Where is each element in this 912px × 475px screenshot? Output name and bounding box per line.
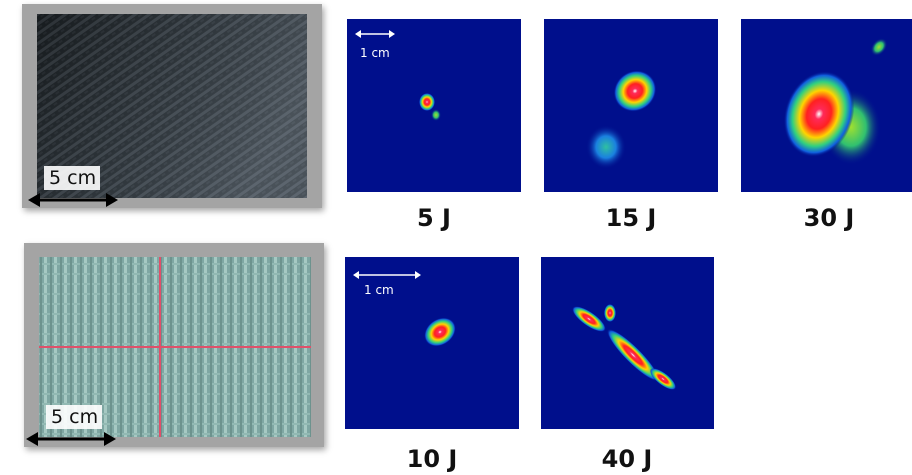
thermogram-scale-label: 1 cm bbox=[360, 46, 390, 60]
double-arrow-icon bbox=[26, 432, 116, 446]
energy-label: 15 J bbox=[605, 204, 657, 232]
thermogram-30j bbox=[741, 19, 912, 192]
sample-scale-label: 5 cm bbox=[44, 166, 101, 190]
thermogram-5j: 1 cm bbox=[347, 19, 521, 192]
energy-label: 10 J bbox=[406, 445, 458, 473]
energy-label: 40 J bbox=[601, 445, 653, 473]
energy-label: 5 J bbox=[417, 204, 451, 232]
thermogram-10j: 1 cm bbox=[345, 257, 519, 429]
sample-photo-carbon bbox=[22, 4, 322, 208]
thermogram-40j bbox=[541, 257, 714, 429]
thermogram-scale-label: 1 cm bbox=[364, 283, 394, 297]
thermogram-15j bbox=[544, 19, 718, 192]
double-arrow-icon bbox=[28, 193, 118, 207]
sample-scale-label: 5 cm bbox=[46, 405, 103, 429]
carbon-fabric-texture bbox=[37, 14, 307, 198]
energy-label: 30 J bbox=[803, 204, 855, 232]
